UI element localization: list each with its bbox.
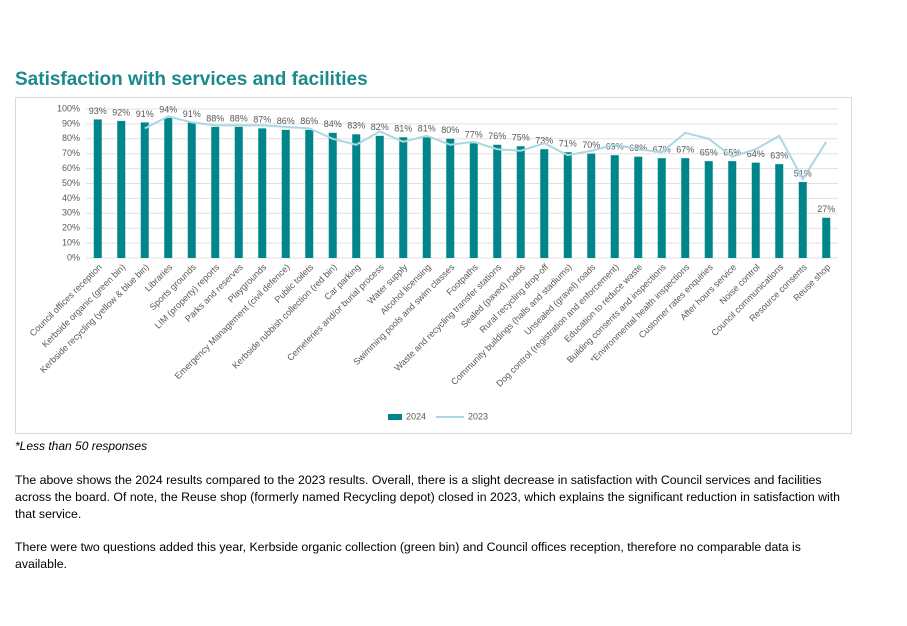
y-tick-label: 20% [62,223,80,233]
bar [540,149,549,258]
data-label: 86% [277,116,295,126]
bar [798,182,807,258]
bar [634,156,643,258]
bar [516,146,525,258]
data-label: 82% [371,122,389,132]
bar [117,120,126,258]
bar [281,129,290,258]
bar [258,128,267,258]
bar [328,132,337,258]
data-label: 77% [465,130,483,140]
legend-label: 2023 [468,411,488,421]
data-label: 69% [606,142,624,152]
bar [728,161,737,258]
data-label: 81% [394,124,412,134]
legend-swatch [388,414,402,420]
bar [164,117,173,258]
data-label: 75% [512,133,530,143]
y-tick-label: 80% [62,133,80,143]
bar [399,137,408,258]
data-label: 93% [89,106,107,116]
data-label: 71% [559,139,577,149]
chart-title: Satisfaction with services and facilitie… [15,69,368,90]
bar [469,143,478,258]
y-tick-label: 50% [62,178,80,188]
data-label: 87% [253,115,271,125]
bar [305,129,314,258]
data-label: 73% [535,136,553,146]
data-label: 92% [112,107,130,117]
data-label: 84% [324,119,342,129]
y-tick-label: 40% [62,193,80,203]
data-label: 81% [418,124,436,134]
y-tick-label: 10% [62,237,80,247]
legend-label: 2024 [406,411,426,421]
bar [657,158,666,258]
y-tick-label: 0% [67,252,80,262]
data-label: 67% [653,145,671,155]
data-label: 88% [230,113,248,123]
y-tick-label: 70% [62,148,80,158]
line [144,115,828,182]
bar [587,153,596,258]
data-label: 86% [300,116,318,126]
data-label: 51% [794,168,812,178]
paragraph: The above shows the 2024 results compare… [15,473,841,521]
data-label: 94% [159,104,177,114]
y-tick-label: 60% [62,163,80,173]
data-label: 76% [488,131,506,141]
data-label: 68% [629,143,647,153]
y-tick-label: 90% [62,118,80,128]
y-tick-label: 100% [57,103,80,113]
bar [422,137,431,258]
bar [140,122,149,258]
data-label: 91% [136,109,154,119]
bar [775,164,784,258]
footnote: *Less than 50 responses [15,439,148,453]
bar [610,155,619,258]
data-label: 80% [441,125,459,135]
bar [704,161,713,258]
bar [352,134,361,258]
data-label: 91% [183,109,201,119]
data-label: 88% [206,113,224,123]
data-label: 63% [770,151,788,161]
bar [446,138,455,258]
bar [493,144,502,258]
data-label: 67% [676,145,694,155]
bar [187,122,196,258]
bar [93,119,102,259]
bar [234,126,243,258]
bar [563,152,572,258]
paragraph: There were two questions added this year… [15,540,801,571]
bar [211,126,220,258]
y-tick-label: 30% [62,208,80,218]
data-label: 64% [747,149,765,159]
data-label: 70% [582,140,600,150]
bar [681,158,690,258]
bar [822,217,831,258]
bar [751,162,760,258]
data-label: 83% [347,121,365,131]
bar [375,135,384,258]
data-label: 65% [700,148,718,158]
data-label: 27% [817,204,835,214]
data-label: 65% [723,148,741,158]
chart: 0%10%20%30%40%50%60%70%80%90%100%Council… [15,97,852,434]
